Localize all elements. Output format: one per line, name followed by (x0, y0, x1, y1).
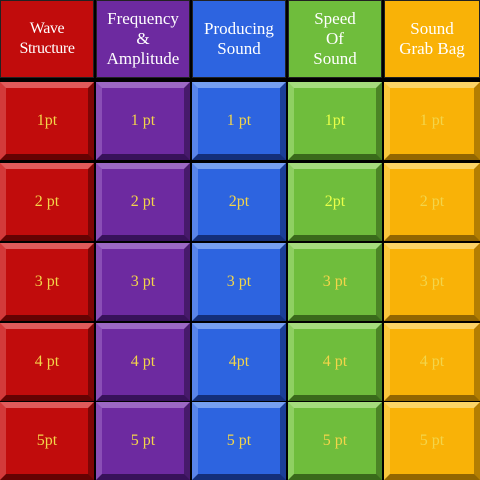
tile-value: 4 pt (34, 353, 60, 370)
question-tile-wave-structure-2[interactable]: 2 pt (0, 163, 94, 241)
tile-value: 4 pt (322, 353, 348, 370)
tile-value: 5pt (36, 432, 58, 449)
tile-value: 5 pt (322, 432, 348, 449)
question-tile-producing-sound-2[interactable]: 2pt (192, 163, 286, 241)
tile-value: 2pt (228, 193, 250, 210)
question-tile-wave-structure-5[interactable]: 5pt (0, 402, 94, 480)
tile-value: 2 pt (34, 193, 60, 210)
question-tile-frequency-amplitude-2[interactable]: 2 pt (96, 163, 190, 241)
category-header-producing-sound: Producing Sound (192, 0, 286, 78)
question-tile-sound-grab-bag-1[interactable]: 1 pt (384, 82, 480, 160)
tile-value: 3 pt (130, 273, 156, 290)
tile-value: 1pt (36, 112, 58, 129)
tile-value: 3 pt (419, 273, 445, 290)
question-tile-sound-grab-bag-2[interactable]: 2 pt (384, 163, 480, 241)
question-tile-wave-structure-1[interactable]: 1pt (0, 82, 94, 160)
question-tile-sound-grab-bag-4[interactable]: 4 pt (384, 323, 480, 401)
question-tile-speed-of-sound-4[interactable]: 4 pt (288, 323, 382, 401)
tile-value: 2 pt (419, 193, 445, 210)
question-tile-speed-of-sound-5[interactable]: 5 pt (288, 402, 382, 480)
question-tile-producing-sound-4[interactable]: 4pt (192, 323, 286, 401)
tile-value: 3 pt (226, 273, 252, 290)
tile-value: 3 pt (322, 273, 348, 290)
question-tile-frequency-amplitude-3[interactable]: 3 pt (96, 243, 190, 321)
tile-value: 3 pt (34, 273, 60, 290)
tile-value: 1 pt (130, 112, 156, 129)
question-tile-sound-grab-bag-5[interactable]: 5 pt (384, 402, 480, 480)
category-header-sound-grab-bag: Sound Grab Bag (384, 0, 480, 78)
question-tile-frequency-amplitude-5[interactable]: 5 pt (96, 402, 190, 480)
tile-value: 1 pt (419, 112, 445, 129)
tile-value: 4 pt (419, 353, 445, 370)
category-header-wave-structure: Wave Structure (0, 0, 94, 78)
tile-value: 2pt (324, 193, 346, 210)
question-tile-wave-structure-3[interactable]: 3 pt (0, 243, 94, 321)
tile-value: 4 pt (130, 353, 156, 370)
tile-value: 1 pt (226, 112, 252, 129)
tile-value: 5 pt (130, 432, 156, 449)
question-tile-speed-of-sound-2[interactable]: 2pt (288, 163, 382, 241)
question-tile-frequency-amplitude-4[interactable]: 4 pt (96, 323, 190, 401)
tile-value: 2 pt (130, 193, 156, 210)
question-tile-producing-sound-1[interactable]: 1 pt (192, 82, 286, 160)
category-header-frequency-amplitude: Frequency & Amplitude (96, 0, 190, 78)
question-tile-frequency-amplitude-1[interactable]: 1 pt (96, 82, 190, 160)
tile-value: 5 pt (226, 432, 252, 449)
question-tile-speed-of-sound-3[interactable]: 3 pt (288, 243, 382, 321)
question-tile-producing-sound-5[interactable]: 5 pt (192, 402, 286, 480)
category-header-speed-of-sound: Speed Of Sound (288, 0, 382, 78)
question-tile-sound-grab-bag-3[interactable]: 3 pt (384, 243, 480, 321)
tile-value: 5 pt (419, 432, 445, 449)
question-tile-speed-of-sound-1[interactable]: 1pt (288, 82, 382, 160)
question-tile-producing-sound-3[interactable]: 3 pt (192, 243, 286, 321)
tile-value: 1pt (324, 112, 346, 129)
tile-value: 4pt (228, 353, 250, 370)
question-tile-wave-structure-4[interactable]: 4 pt (0, 323, 94, 401)
